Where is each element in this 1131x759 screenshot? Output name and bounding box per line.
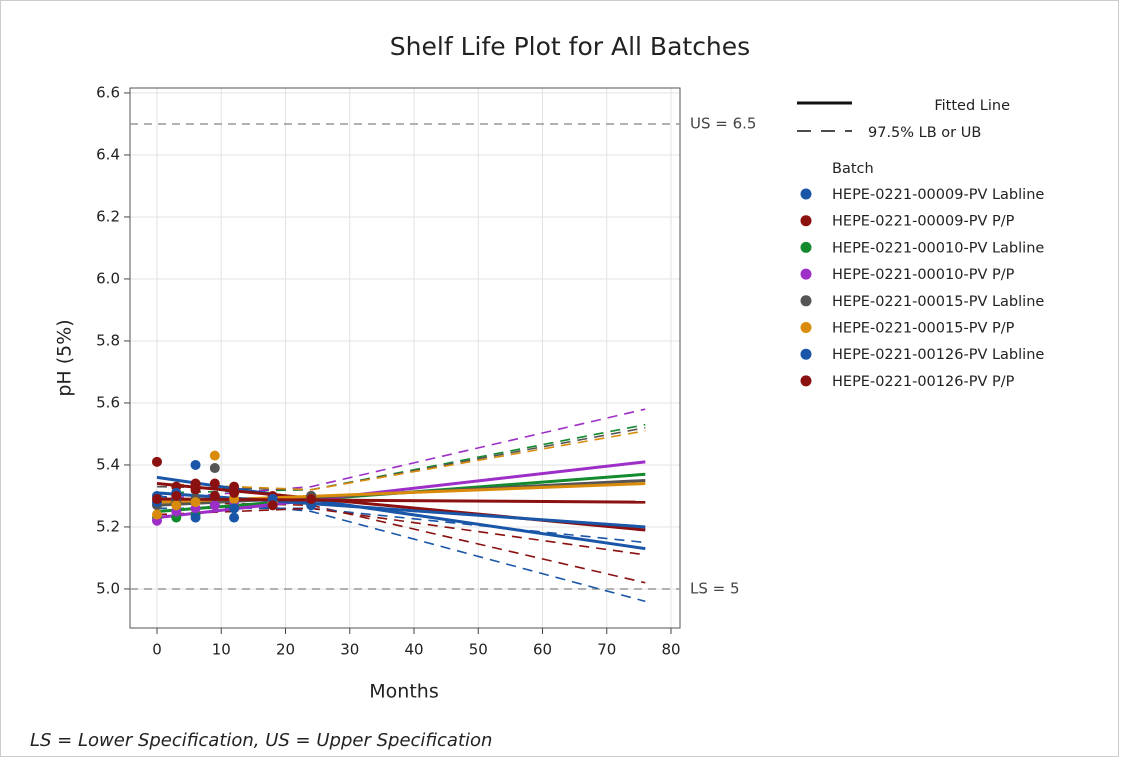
bound-line <box>156 423 646 494</box>
y-tick-label: 5.4 <box>96 455 120 473</box>
point <box>209 463 220 474</box>
legend-marker <box>800 322 812 333</box>
legend-marker <box>800 295 812 307</box>
spec-label: LS = 5 <box>690 579 740 597</box>
point <box>209 490 220 501</box>
x-tick-label: 30 <box>340 641 359 659</box>
point <box>171 500 182 511</box>
legend-label: HEPE-0221-00009-PV Labline <box>832 187 1044 203</box>
legend-marker <box>800 241 812 253</box>
plot-area <box>129 87 681 629</box>
x-tick-label: 0 <box>152 641 162 659</box>
legend-label: HEPE-0221-00126-PV Labline <box>832 347 1044 363</box>
point <box>190 497 201 508</box>
y-tick-label: 5.6 <box>96 393 120 411</box>
x-tick-label: 40 <box>404 641 423 659</box>
point <box>209 478 220 489</box>
legend-marker <box>800 268 812 280</box>
bound-line <box>156 408 646 500</box>
y-tick-label: 5.2 <box>96 517 120 535</box>
y-tick-label: 6.4 <box>96 145 120 163</box>
point <box>209 500 220 511</box>
legend-marker <box>800 215 812 227</box>
point <box>306 494 317 505</box>
y-tick-label: 5.0 <box>96 579 120 597</box>
x-tick-label: 70 <box>597 641 616 659</box>
point <box>209 450 220 461</box>
legend-marker <box>800 375 812 387</box>
fit-line <box>156 475 646 551</box>
y-axis-label: pH (5%) <box>54 319 76 396</box>
legend-fit-label: Fitted Line <box>934 98 1010 114</box>
x-tick-label: 60 <box>533 641 552 659</box>
legend-label: HEPE-0221-00009-PV P/P <box>832 214 1015 230</box>
y-tick-label: 6.6 <box>96 83 120 101</box>
x-axis-label: Months <box>369 681 438 703</box>
legend-bound-label: 97.5% LB or UB <box>868 125 981 141</box>
footnote: LS = Lower Specification, US = Upper Spe… <box>30 730 492 751</box>
point <box>151 456 162 467</box>
point <box>171 490 182 501</box>
point <box>190 512 201 523</box>
point <box>190 459 201 470</box>
point <box>229 512 240 523</box>
x-tick-label: 80 <box>661 641 680 659</box>
y-tick-label: 5.8 <box>96 331 120 349</box>
x-tick-label: 10 <box>212 641 231 659</box>
point <box>229 503 240 514</box>
legend-title: Batch <box>832 161 874 177</box>
y-tick-label: 6.2 <box>96 207 120 225</box>
point <box>229 487 240 498</box>
point <box>151 494 162 505</box>
chart-title: Shelf Life Plot for All Batches <box>390 32 750 61</box>
y-tick-label: 6.0 <box>96 269 120 287</box>
x-tick-label: 20 <box>276 641 295 659</box>
legend-label: HEPE-0221-00015-PV P/P <box>832 321 1015 337</box>
legend-label: HEPE-0221-00126-PV P/P <box>832 374 1015 390</box>
point <box>151 509 162 520</box>
legend-label: HEPE-0221-00010-PV P/P <box>832 267 1015 283</box>
legend-marker <box>800 188 812 200</box>
legend-label: HEPE-0221-00010-PV Labline <box>832 240 1044 256</box>
x-tick-label: 50 <box>469 641 488 659</box>
legend-label: HEPE-0221-00015-PV Labline <box>832 294 1044 310</box>
point <box>267 500 278 511</box>
point <box>190 478 201 489</box>
legend-marker <box>800 348 812 360</box>
spec-label: US = 6.5 <box>690 114 756 132</box>
